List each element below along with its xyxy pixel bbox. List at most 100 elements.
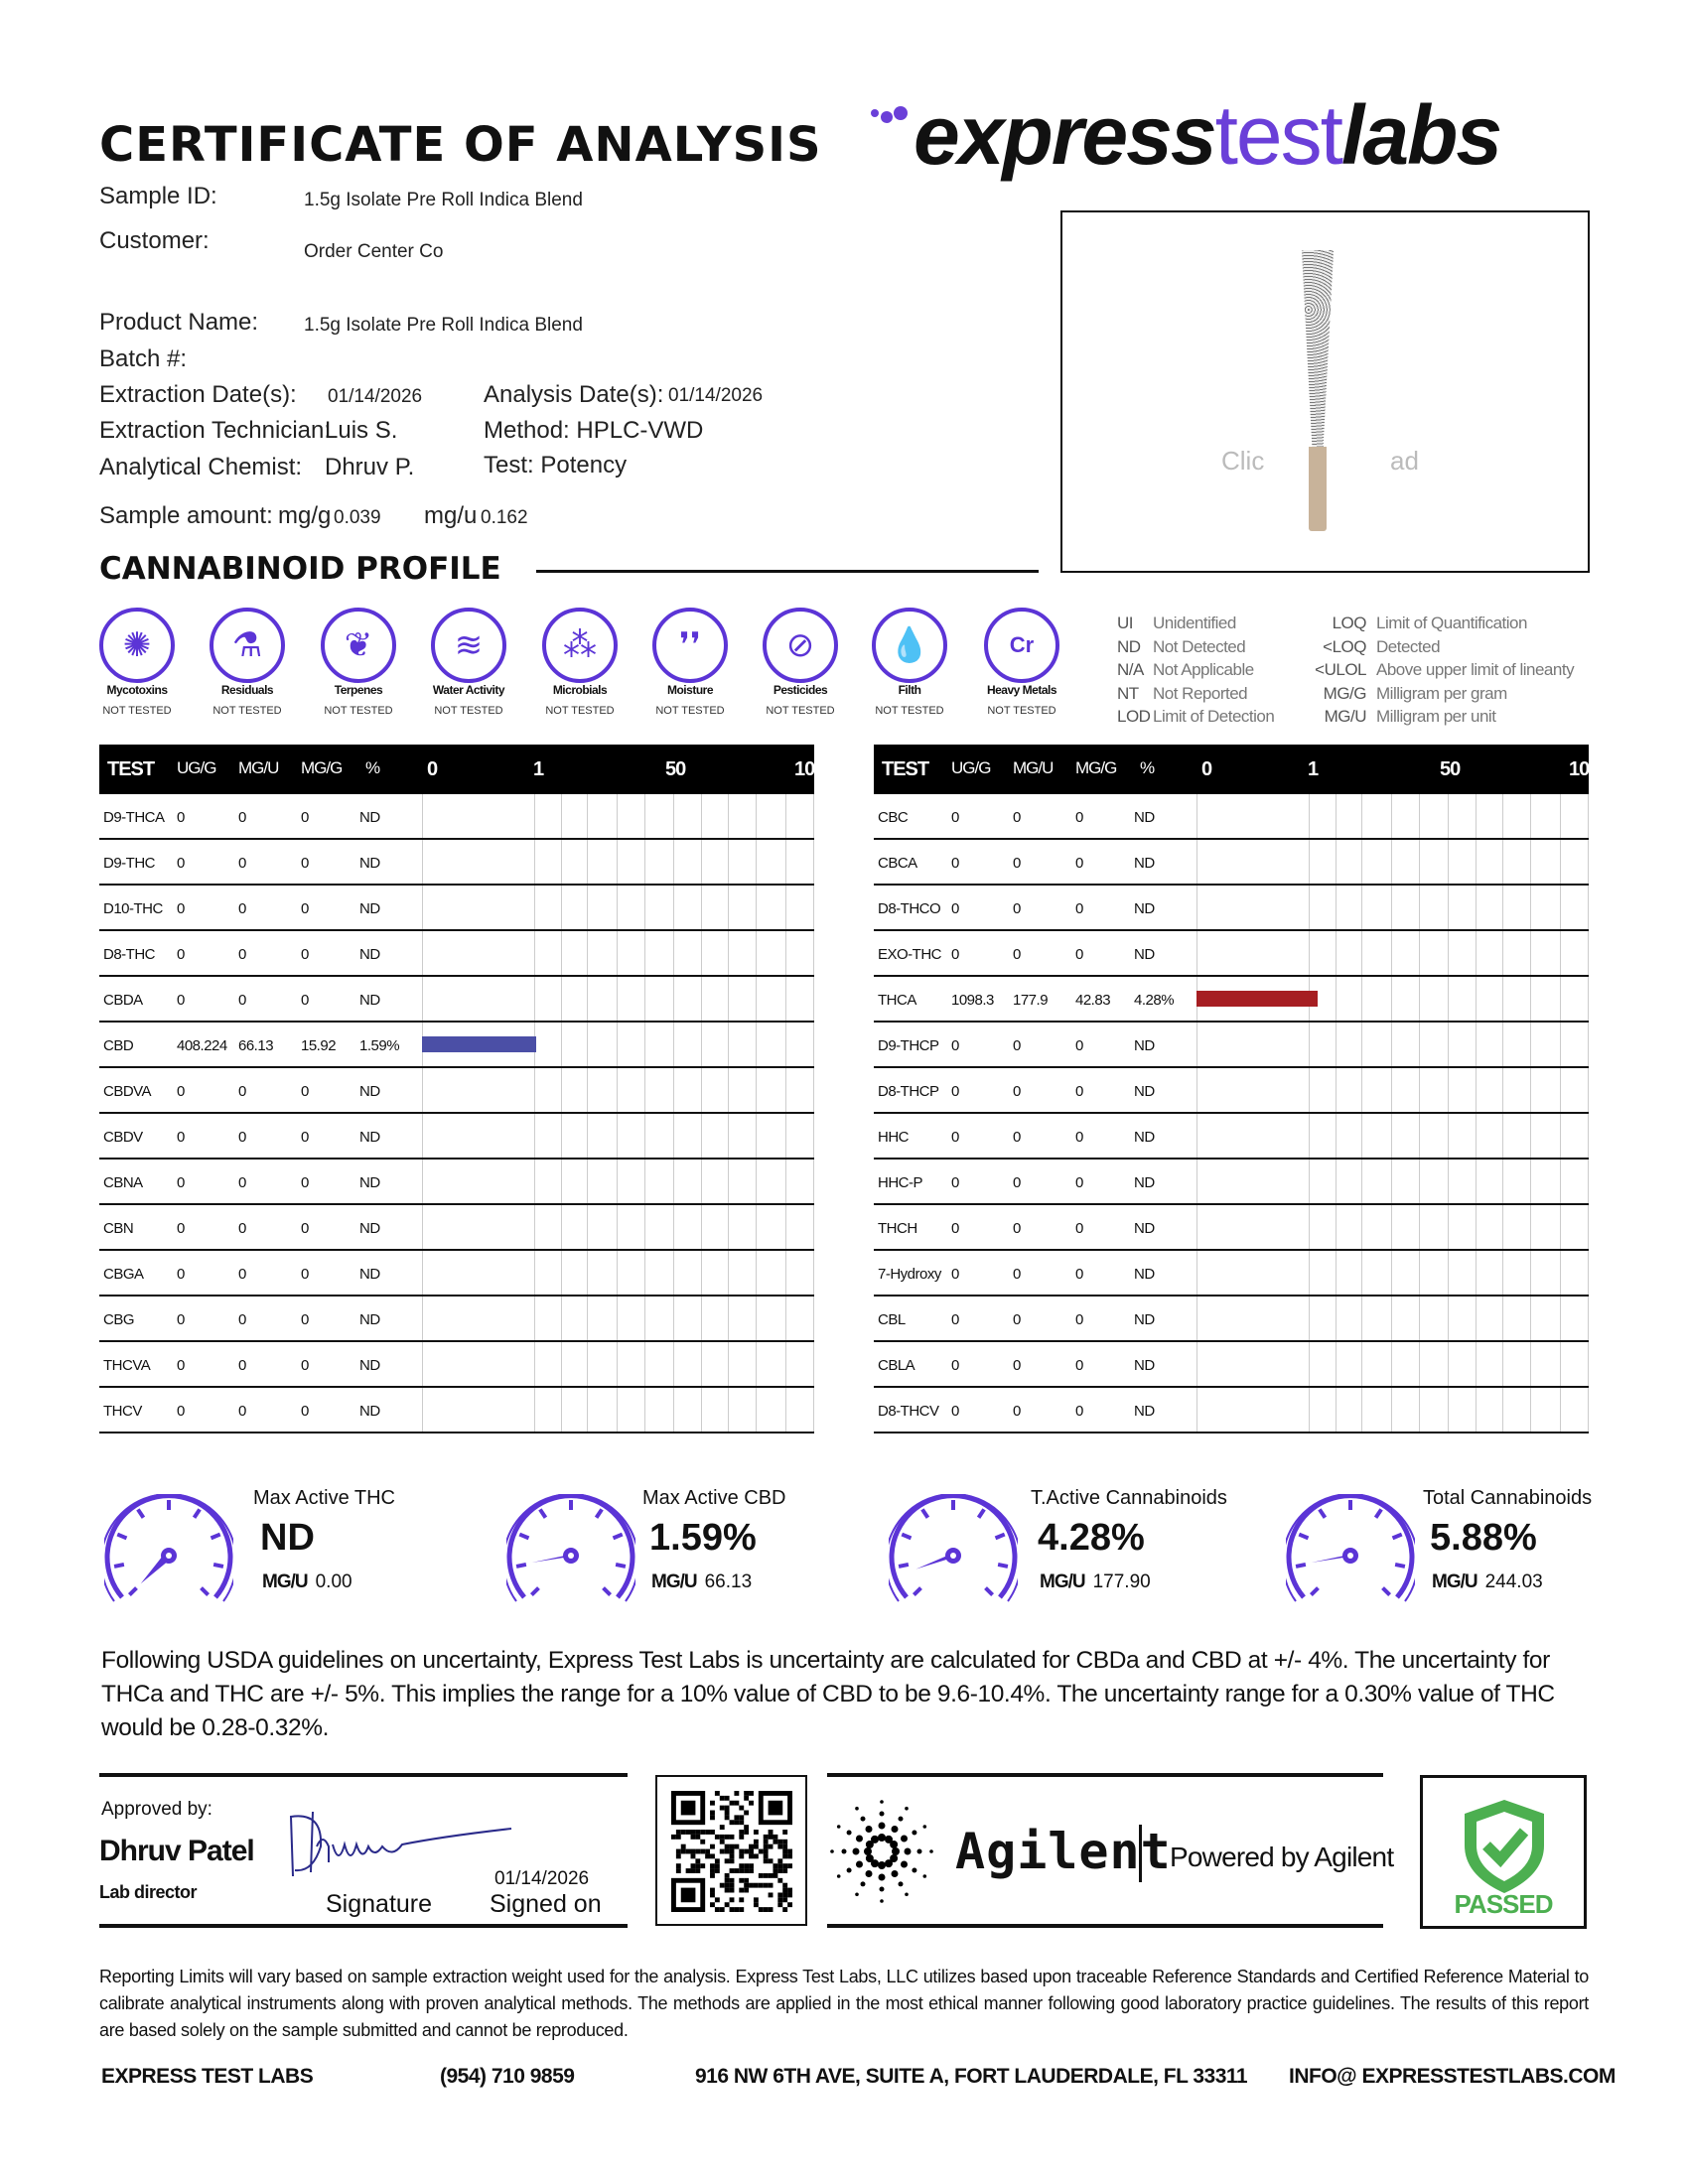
grid-line (1530, 1023, 1531, 1066)
grid-line (1560, 977, 1561, 1021)
grid-line (1391, 1297, 1392, 1340)
legend-abbr: <LOQ (1323, 636, 1366, 656)
grid-line (1419, 1251, 1420, 1295)
mg-u-value: 0 (1013, 1129, 1021, 1146)
grid-line (673, 1114, 674, 1158)
ug-g-value: 408.224 (177, 1037, 227, 1054)
percent-value: ND (359, 1220, 380, 1237)
section-title: CANNABINOID PROFILE (99, 551, 501, 587)
grid-line (617, 1342, 618, 1386)
grid-line (1560, 931, 1561, 975)
grid-line (534, 1068, 535, 1112)
mgu-value: 0.00 (315, 1571, 352, 1592)
test-name: CBL (878, 1311, 906, 1328)
grid-line (1309, 840, 1310, 884)
mg-g-value: 0 (1075, 1220, 1083, 1237)
ug-g-value: 0 (951, 1357, 959, 1374)
grid-line (1419, 1205, 1420, 1249)
extraction-date-label: Extraction Date(s): (99, 381, 297, 408)
mg-g-value: 0 (1075, 900, 1083, 917)
grid-line (673, 1251, 674, 1295)
grid-line (1391, 840, 1392, 884)
legend-text: Limit of Detection (1153, 707, 1275, 726)
grid-line (422, 1388, 423, 1432)
grid-line (1502, 931, 1503, 975)
grid-line (785, 1160, 786, 1203)
mg-g-value: 0 (301, 1174, 309, 1191)
ug-g-value: 0 (177, 1129, 185, 1146)
test-name: Microbials (552, 683, 608, 697)
grid-line (1588, 1342, 1589, 1386)
column-header: MG/G (301, 758, 343, 777)
grid-line (1476, 1205, 1477, 1249)
table-header: TEST UG/G MG/U MG/G% 0 1 50 100 (874, 745, 1600, 794)
grid-line (1530, 886, 1531, 929)
email[interactable]: INFO@ EXPRESSTESTLABS.COM (1289, 2065, 1616, 2088)
test-name: CBN (103, 1220, 134, 1237)
grid-line (673, 1342, 674, 1386)
grid-line (1530, 1205, 1531, 1249)
grid-line (1588, 794, 1589, 838)
grid-line (422, 1114, 423, 1158)
grid-line (1476, 1114, 1477, 1158)
table-row: CBGA 0 0 0 ND (99, 1251, 814, 1297)
grid-line (1502, 1388, 1503, 1432)
mg-u-value: 0 (1013, 1174, 1021, 1191)
grid-line (534, 840, 535, 884)
grid-line (1361, 931, 1362, 975)
grid-line (1391, 1114, 1392, 1158)
mg-g-value: 0 (1075, 1083, 1083, 1100)
test-status: NOT TESTED (987, 705, 1056, 717)
result-bar (1196, 991, 1319, 1007)
grid-line (813, 1160, 814, 1203)
mg-g-value: 0 (301, 1403, 309, 1420)
grid-line (1419, 1160, 1420, 1203)
percent-value: ND (359, 946, 380, 963)
product-image[interactable]: Clic ad (1060, 210, 1590, 573)
legend-item: N/A Not Applicable (1117, 660, 1254, 680)
grid-line (1448, 840, 1449, 884)
ug-g-value: 0 (951, 1129, 959, 1146)
grid-line (422, 1342, 423, 1386)
grid-line (617, 1068, 618, 1112)
grid-line (534, 977, 535, 1021)
grid-line (534, 1342, 535, 1386)
percent-value: ND (1134, 900, 1155, 917)
test-name: Mycotoxins (106, 683, 168, 697)
ug-g-value: 0 (177, 1311, 185, 1328)
table-row: CBDV 0 0 0 ND (99, 1114, 814, 1160)
phone[interactable]: (954) 710 9859 (440, 2065, 575, 2088)
grid-line (644, 1251, 645, 1295)
grid-line (1309, 1023, 1310, 1066)
legend-abbr: NT (1117, 683, 1139, 703)
mg-u-value: 0 (1013, 1357, 1021, 1374)
table-row: D9-THCA 0 0 0 ND (99, 794, 814, 840)
grid-line (1476, 1251, 1477, 1295)
qr-code[interactable] (655, 1775, 807, 1926)
grid-line (617, 1388, 618, 1432)
grid-line (617, 1114, 618, 1158)
grid-line (1448, 1160, 1449, 1203)
column-header: 100 (794, 758, 825, 780)
mg-u-value: 0 (238, 1174, 246, 1191)
grid-line (756, 931, 757, 975)
grid-line (1196, 931, 1197, 975)
grid-line (1196, 1342, 1197, 1386)
grid-line (1361, 1205, 1362, 1249)
test-name: D9-THCP (878, 1037, 939, 1054)
grid-line (1588, 1114, 1589, 1158)
percent-value: ND (1134, 1083, 1155, 1100)
grid-line (644, 931, 645, 975)
grid-line (1196, 1251, 1197, 1295)
grid-line (561, 1297, 562, 1340)
grid-line (813, 1388, 814, 1432)
grid-line (644, 1297, 645, 1340)
percent-value: 4.28% (1134, 992, 1175, 1009)
test-name: CBLA (878, 1357, 915, 1374)
legend-item: LOQ Limit of Quantification (1297, 614, 1528, 633)
grid-line (1588, 931, 1589, 975)
percent-value: ND (1134, 1311, 1155, 1328)
percent-value: ND (1134, 1357, 1155, 1374)
grid-line (1560, 1068, 1561, 1112)
ug-g-value: 0 (951, 1220, 959, 1237)
